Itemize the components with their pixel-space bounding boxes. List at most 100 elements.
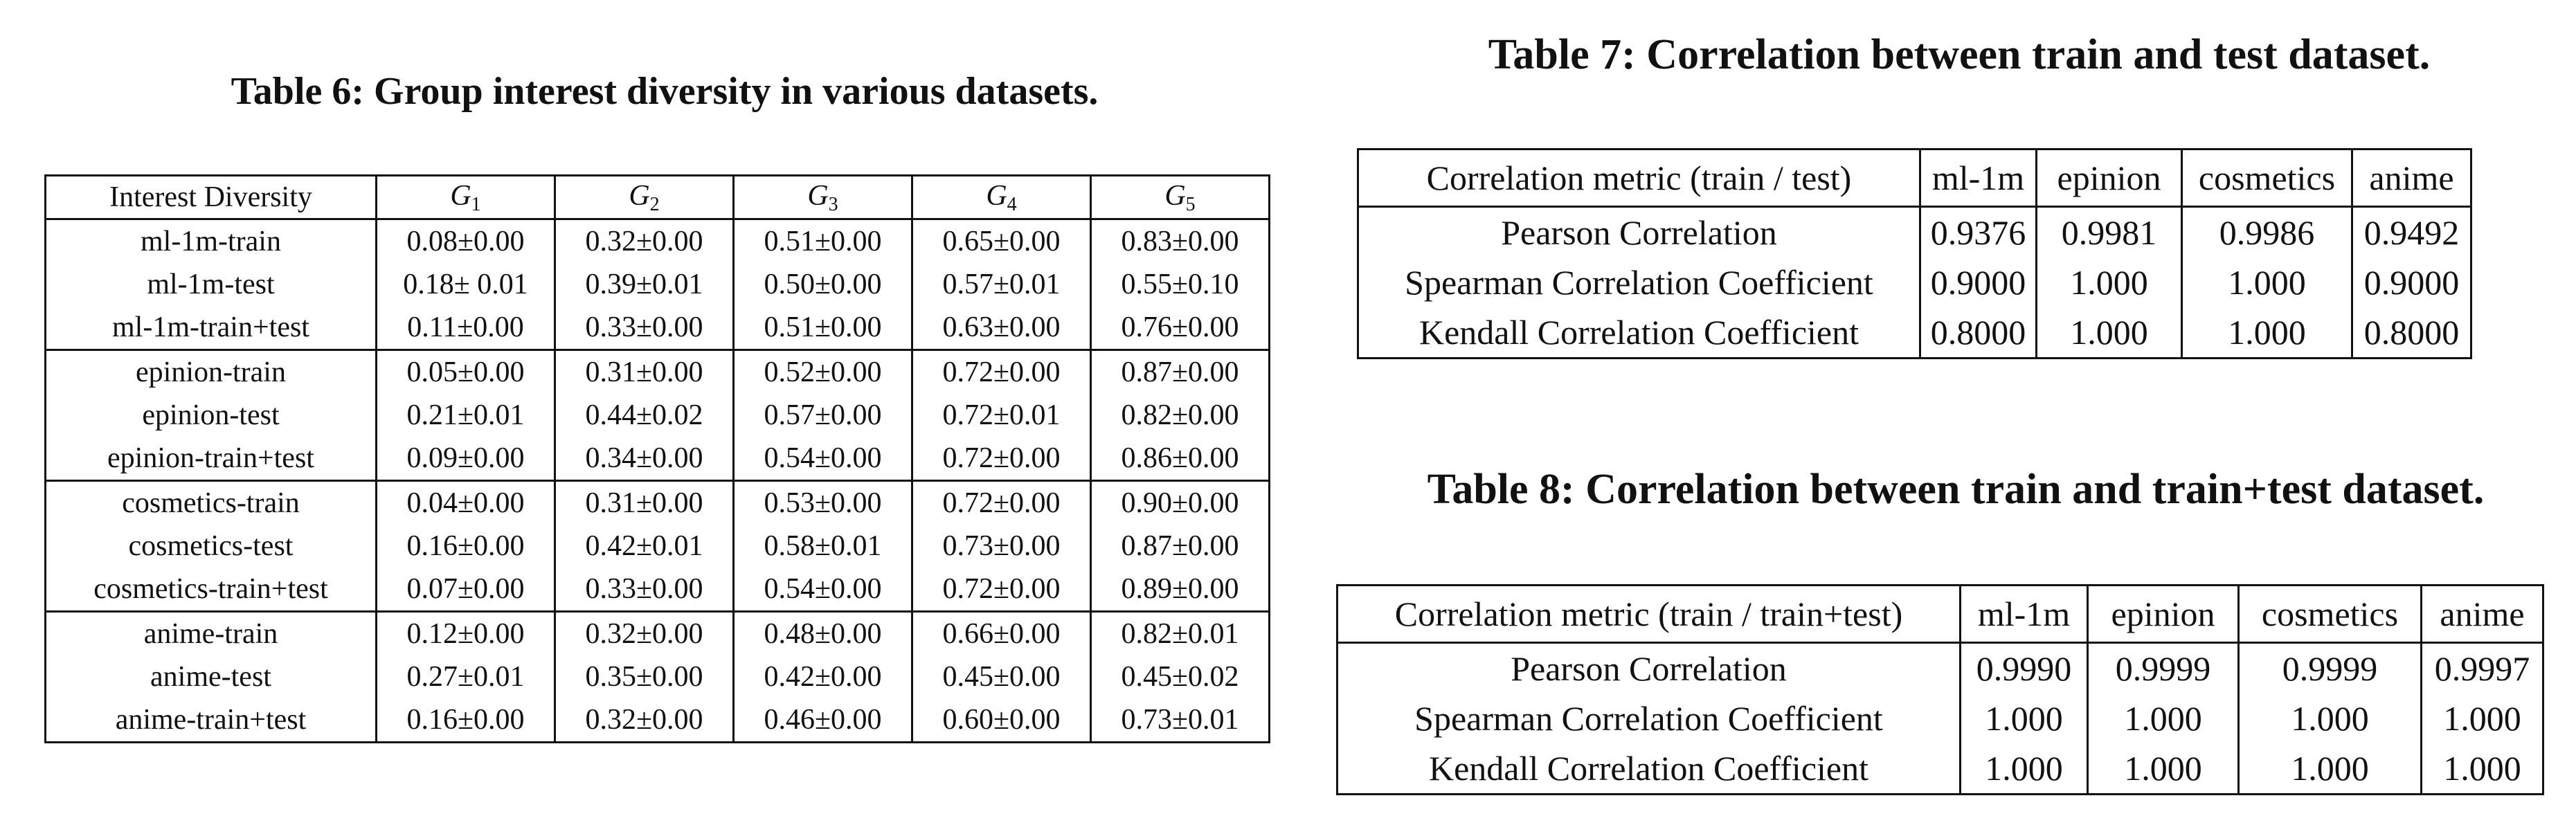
table-8-correlation-train-train-test: Correlation metric (train / train+test) …	[1336, 584, 2544, 795]
table-cell: 0.32±0.00	[554, 698, 734, 743]
header-ml-1m: ml-1m	[1959, 585, 2088, 644]
table-row: Kendall Correlation Coefficient 0.8000 1.0…	[1358, 307, 2471, 359]
header-cosmetics: cosmetics	[2181, 149, 2352, 208]
header-epinion: epinion	[2087, 585, 2239, 644]
row-label: cosmetics-train+test	[93, 573, 328, 605]
table-cell: 0.8000	[1919, 307, 2037, 359]
table-cell: 1.000	[2035, 257, 2182, 307]
row-label: Spearman Correlation Coefficient	[1405, 263, 1873, 302]
header-epinion: epinion	[2035, 149, 2182, 208]
row-label: ml-1m-train	[141, 226, 281, 257]
table-7-correlation-train-test: Correlation metric (train / test) ml-1m …	[1357, 148, 2472, 359]
row-label: anime-train+test	[115, 704, 307, 736]
table-6-group-interest-diversity: Interest Diversity G1 G2 G3 G4 G5 ml-1m-…	[44, 174, 1270, 743]
table-cell: 0.16±0.00	[375, 525, 555, 568]
header-anime: anime	[2351, 149, 2471, 208]
table-cell: 1.000	[2087, 693, 2239, 743]
table-row: cosmetics-train 0.04±0.00 0.31±0.00 0.53±0.…	[45, 480, 1270, 525]
header-correlation-metric: Correlation metric (train / test)	[1358, 149, 1920, 208]
table-cell: 0.53±0.00	[732, 480, 912, 525]
table-cell: 0.07±0.00	[375, 568, 555, 612]
table-cell: 0.52±0.00	[732, 349, 912, 394]
table-cell: 0.9000	[1919, 257, 2037, 307]
row-label: epinion-train+test	[107, 442, 314, 474]
table-7-header-row: Correlation metric (train / test) ml-1m …	[1358, 149, 2471, 208]
table-cell: 0.35±0.00	[554, 655, 734, 698]
table-row: anime-train+test 0.16±0.00 0.32±0.00 0.46±0…	[46, 698, 1270, 743]
table-cell: 0.48±0.00	[732, 610, 912, 655]
row-label: cosmetics-test	[128, 530, 294, 562]
table-cell: 1.000	[2420, 693, 2543, 743]
table-cell: 0.44±0.02	[554, 394, 734, 437]
table-cell: 0.32±0.00	[554, 610, 734, 655]
table-cell: 0.18± 0.01	[375, 263, 555, 306]
row-label: Pearson Correlation	[1511, 649, 1787, 688]
table-cell: 0.73±0.00	[911, 525, 1091, 568]
table-cell: 0.57±0.00	[732, 394, 912, 437]
table-cell: 0.82±0.01	[1090, 610, 1270, 655]
table-cell: 0.60±0.00	[911, 698, 1091, 743]
table-row: epinion-train 0.05±0.00 0.31±0.00 0.52±0.00…	[45, 349, 1270, 394]
table-cell: 0.9000	[2351, 257, 2471, 307]
table-row: Pearson Correlation 0.9376 0.9981 0.9986 0.9…	[1358, 206, 2471, 257]
table-row: cosmetics-test 0.16±0.00 0.42±0.01 0.58±0.0…	[46, 525, 1270, 568]
table-cell: 1.000	[1959, 743, 2088, 795]
table-row: Kendall Correlation Coefficient 1.000 1.00…	[1337, 743, 2543, 795]
table-cell: 0.05±0.00	[375, 349, 555, 394]
row-label: Kendall Correlation Coefficient	[1429, 749, 1868, 788]
table-cell: 1.000	[2181, 307, 2352, 359]
table-cell: 0.87±0.00	[1090, 349, 1270, 394]
header-anime: anime	[2420, 585, 2543, 644]
table-cell: 0.72±0.00	[911, 349, 1091, 394]
table-cell: 0.76±0.00	[1090, 306, 1270, 350]
table-cell: 0.83±0.00	[1090, 219, 1270, 263]
row-label: ml-1m-test	[147, 269, 275, 300]
header-group-1: G1	[375, 175, 555, 220]
table-cell: 0.45±0.00	[911, 655, 1091, 698]
table-cell: 0.51±0.00	[732, 219, 912, 263]
table-cell: 0.9990	[1959, 642, 2088, 693]
table-cell: 0.73±0.01	[1090, 698, 1270, 743]
table-cell: 0.9376	[1919, 206, 2037, 257]
table-cell: 0.45±0.02	[1090, 655, 1270, 698]
table-cell: 0.34±0.00	[554, 437, 734, 481]
table-cell: 0.58±0.01	[732, 525, 912, 568]
table-cell: 0.54±0.00	[732, 568, 912, 612]
row-label: Spearman Correlation Coefficient	[1414, 699, 1883, 738]
table-cell: 0.57±0.01	[911, 263, 1091, 306]
row-label: Kendall Correlation Coefficient	[1419, 313, 1859, 352]
table-cell: 0.16±0.00	[375, 698, 555, 743]
table-cell: 0.9999	[2087, 642, 2239, 693]
table-cell: 0.72±0.00	[911, 568, 1091, 612]
table-row: anime-test 0.27±0.01 0.35±0.00 0.42±0.00 0.4…	[46, 655, 1270, 698]
row-label: anime-train	[45, 610, 377, 655]
table-6-caption: Table 6: Group interest diversity in var…	[231, 70, 1099, 113]
table-cell: 0.09±0.00	[375, 437, 555, 481]
table-cell: 0.8000	[2351, 307, 2471, 359]
table-cell: 1.000	[2420, 743, 2543, 795]
table-row: Pearson Correlation 0.9990 0.9999 0.9999 0.9…	[1337, 642, 2543, 693]
table-cell: 0.72±0.00	[911, 437, 1091, 481]
header-group-5: G5	[1090, 175, 1270, 220]
row-label: anime-test	[150, 661, 271, 693]
table-cell: 0.46±0.00	[732, 698, 912, 743]
table-cell: 0.9492	[2351, 206, 2471, 257]
table-row: anime-train 0.12±0.00 0.32±0.00 0.48±0.00 0.…	[45, 610, 1270, 655]
table-cell: 0.51±0.00	[732, 306, 912, 350]
table-row: epinion-train+test 0.09±0.00 0.34±0.00 0.54…	[46, 437, 1270, 481]
table-cell: 0.9999	[2237, 642, 2422, 693]
table-cell: 0.9986	[2181, 206, 2352, 257]
table-row: cosmetics-train+test 0.07±0.00 0.33±0.00 0.…	[46, 568, 1270, 612]
row-label: ml-1m-train+test	[112, 311, 309, 343]
table-cell: 0.89±0.00	[1090, 568, 1270, 612]
table-cell: 1.000	[2237, 693, 2422, 743]
table-cell: 0.9981	[2035, 206, 2182, 257]
table-7-caption: Table 7: Correlation between train and t…	[1488, 31, 2431, 78]
row-label: epinion-train	[45, 349, 377, 394]
header-group-2: G2	[554, 175, 734, 220]
table-cell: 0.31±0.00	[554, 349, 734, 394]
header-group-3: G3	[732, 175, 912, 220]
header-interest-diversity: Interest Diversity	[45, 175, 377, 220]
table-cell: 1.000	[2237, 743, 2422, 795]
header-group-4: G4	[911, 175, 1091, 220]
